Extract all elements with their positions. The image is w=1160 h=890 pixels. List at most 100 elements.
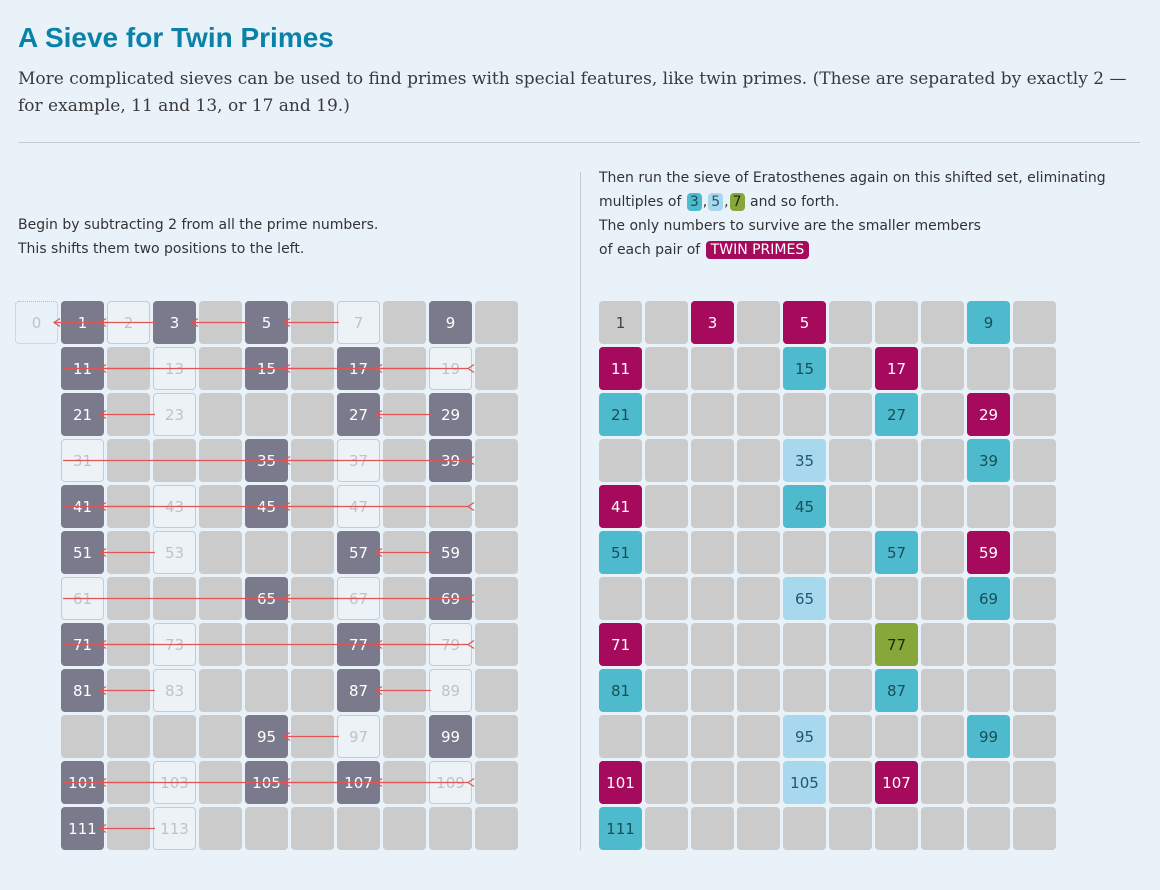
eliminated-cell [737, 669, 780, 712]
eliminated-cell [645, 393, 688, 436]
eliminated-cell [921, 761, 964, 804]
eliminated-cell [829, 715, 872, 758]
eliminated-cell [691, 347, 734, 390]
eliminated-cell [645, 439, 688, 482]
eliminated-cell [475, 715, 518, 758]
multiple-of-3-99: 99 [967, 715, 1010, 758]
arrowhead-icon [466, 640, 475, 649]
eliminated-cell [1013, 807, 1056, 850]
multiple-of-3-45: 45 [783, 485, 826, 528]
twin-prime-29: 29 [967, 393, 1010, 436]
eliminated-cell [645, 623, 688, 666]
multiple-of-3-51: 51 [599, 531, 642, 574]
arrowhead-icon [98, 502, 107, 511]
arrowhead-icon [466, 364, 475, 373]
twin-prime-71: 71 [599, 623, 642, 666]
eliminated-cell [691, 393, 734, 436]
twin-prime-59: 59 [967, 531, 1010, 574]
eliminated-cell [291, 807, 334, 850]
eliminated-cell [875, 715, 918, 758]
eliminated-cell [245, 807, 288, 850]
eliminated-cell [875, 439, 918, 482]
eliminated-cell [645, 669, 688, 712]
eliminated-cell [1013, 577, 1056, 620]
arrowhead-icon [466, 594, 475, 603]
eliminated-cell [829, 301, 872, 344]
prime-cell-113: 113 [153, 807, 196, 850]
eliminated-cell [691, 623, 734, 666]
eliminated-cell [199, 807, 242, 850]
eliminated-cell [645, 807, 688, 850]
eliminated-cell [737, 347, 780, 390]
eliminated-cell [475, 669, 518, 712]
eliminated-cell [153, 715, 196, 758]
arrowhead-icon [98, 364, 107, 373]
eliminated-cell [383, 301, 426, 344]
eliminated-cell [383, 807, 426, 850]
arrowhead-icon [374, 778, 383, 787]
arrowhead-icon [466, 456, 475, 465]
arrowhead-icon [282, 732, 291, 741]
multiple-of-3-111: 111 [599, 807, 642, 850]
arrowhead-icon [374, 548, 383, 557]
shifted-number-29: 29 [429, 393, 472, 436]
eliminated-cell [921, 577, 964, 620]
shifted-number-111: 111 [61, 807, 104, 850]
shifted-number-9: 9 [429, 301, 472, 344]
twin-prime-5: 5 [783, 301, 826, 344]
shifted-number-99: 99 [429, 715, 472, 758]
multiple-of-3-15: 15 [783, 347, 826, 390]
eliminated-cell [691, 485, 734, 528]
left-caption-line-2: This shifts them two positions to the le… [18, 241, 305, 257]
eliminated-cell [829, 393, 872, 436]
panel-divider [580, 172, 581, 850]
eliminated-cell [691, 715, 734, 758]
eliminated-cell [967, 485, 1010, 528]
page-title: A Sieve for Twin Primes [18, 22, 334, 53]
prime-cell-89: 89 [429, 669, 472, 712]
shifted-number-21: 21 [61, 393, 104, 436]
multiple-of-3-9: 9 [967, 301, 1010, 344]
eliminated-cell [737, 715, 780, 758]
multiple-of-3-87: 87 [875, 669, 918, 712]
eliminated-cell [783, 531, 826, 574]
multiple-of-3-21: 21 [599, 393, 642, 436]
shifted-number-87: 87 [337, 669, 380, 712]
arrowhead-icon [282, 778, 291, 787]
eliminated-cell [829, 807, 872, 850]
arrowhead-icon [98, 410, 107, 419]
prime-cell-7: 7 [337, 301, 380, 344]
eliminated-cell [691, 577, 734, 620]
eliminated-cell [921, 439, 964, 482]
shifted-number-95: 95 [245, 715, 288, 758]
right-caption-line-2-start: multiples of [599, 194, 682, 210]
eliminated-cell [875, 301, 918, 344]
arrowhead-icon [466, 502, 475, 511]
eliminated-cell [921, 623, 964, 666]
eliminated-cell [1013, 301, 1056, 344]
arrowhead-icon [98, 318, 107, 327]
eliminated-cell [645, 715, 688, 758]
arrowhead-icon [52, 318, 61, 327]
shifted-number-81: 81 [61, 669, 104, 712]
eliminated-cell [967, 807, 1010, 850]
eliminated-cell [1013, 439, 1056, 482]
arrowhead-icon [374, 686, 383, 695]
shifted-number-3: 3 [153, 301, 196, 344]
eliminated-cell [829, 577, 872, 620]
eliminated-cell [1013, 531, 1056, 574]
left-caption-line-1: Begin by subtracting 2 from all the prim… [18, 217, 379, 233]
shifted-number-27: 27 [337, 393, 380, 436]
eliminated-cell [875, 485, 918, 528]
eliminated-cell [921, 347, 964, 390]
right-caption: Then run the sieve of Eratosthenes again… [599, 166, 1139, 262]
multiple-of-3-39: 39 [967, 439, 1010, 482]
eliminated-cell [1013, 623, 1056, 666]
eliminated-cell [475, 577, 518, 620]
eliminated-cell [475, 301, 518, 344]
legend-chip-twin-primes: TWIN PRIMES [705, 241, 810, 259]
eliminated-cell [737, 531, 780, 574]
eliminated-cell [737, 807, 780, 850]
eliminated-cell [383, 715, 426, 758]
